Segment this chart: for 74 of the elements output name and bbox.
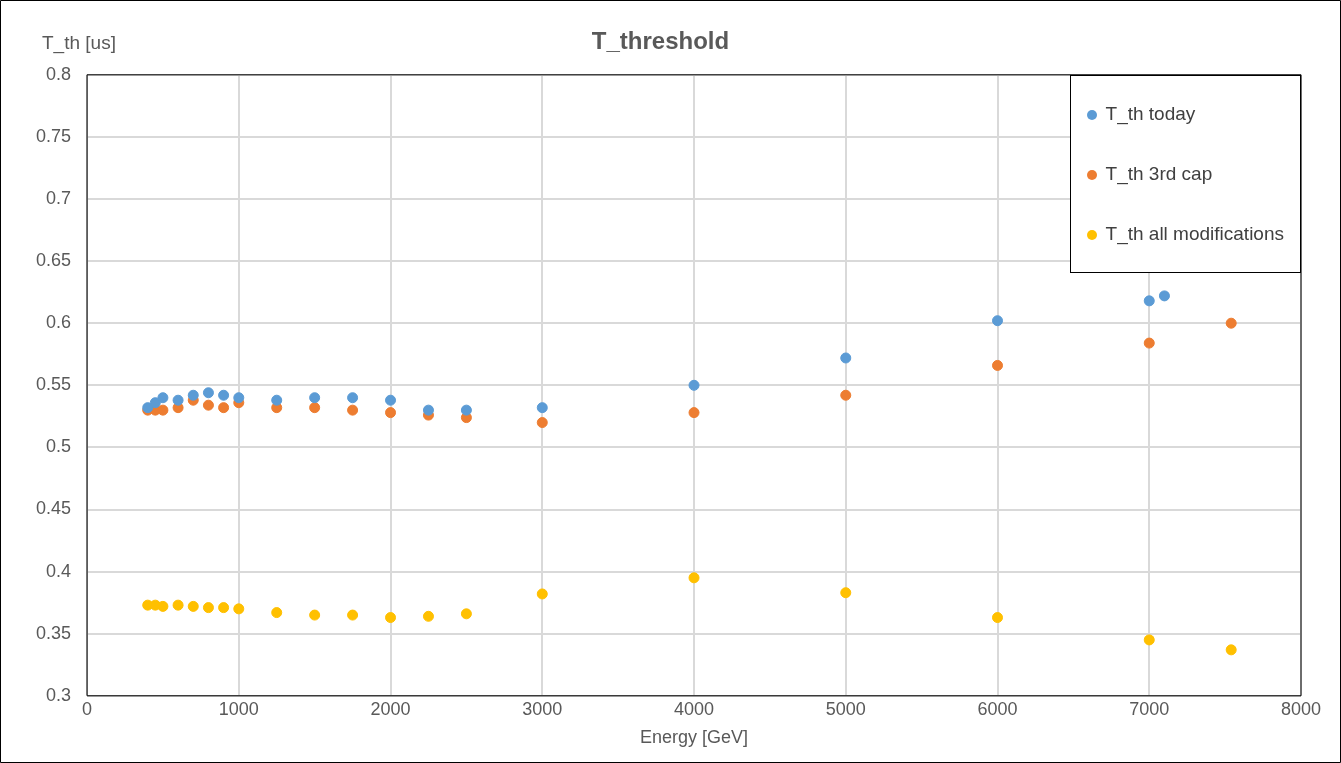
x-tick-label: 2000 xyxy=(370,698,411,719)
point xyxy=(688,407,700,419)
point xyxy=(271,607,283,619)
point xyxy=(202,387,214,399)
point xyxy=(309,609,321,621)
x-tick-label: 8000 xyxy=(1280,698,1322,719)
point xyxy=(385,394,397,406)
point xyxy=(149,397,161,409)
point xyxy=(992,359,1004,371)
point xyxy=(1143,634,1155,646)
y-tick-label: 0.75 xyxy=(35,125,72,146)
point xyxy=(347,609,359,621)
point xyxy=(536,588,548,600)
point xyxy=(1143,337,1155,349)
y-tick-label: 0.4 xyxy=(46,560,72,581)
point xyxy=(1158,290,1170,302)
y-tick-label: 0.5 xyxy=(46,436,72,457)
x-tick-label: 0 xyxy=(82,698,93,719)
legend-label: T_th today xyxy=(1104,101,1197,127)
x-tick-label: 5000 xyxy=(825,698,866,719)
point xyxy=(218,402,230,414)
point xyxy=(460,608,472,620)
point xyxy=(187,600,199,612)
point xyxy=(347,392,359,404)
point xyxy=(840,389,852,401)
point xyxy=(992,612,1004,624)
point xyxy=(536,402,548,414)
point xyxy=(422,404,434,416)
point xyxy=(218,602,230,614)
point xyxy=(172,599,184,611)
point xyxy=(172,394,184,406)
x-axis-title: Energy [GeV] xyxy=(639,727,749,748)
point xyxy=(157,392,169,404)
point xyxy=(422,610,434,622)
point xyxy=(309,392,321,404)
x-tick-label: 4000 xyxy=(673,698,715,719)
point xyxy=(187,389,199,401)
point xyxy=(536,417,548,429)
point xyxy=(157,600,169,612)
point xyxy=(688,572,700,584)
x-tick-label: 3000 xyxy=(522,698,563,719)
point xyxy=(1225,644,1237,656)
x-tick-label: 7000 xyxy=(1129,698,1170,719)
y-tick-label: 0.8 xyxy=(46,63,72,84)
chart-title: T_threshold xyxy=(591,27,730,55)
legend-label: T_th all modifications xyxy=(1104,221,1284,247)
point xyxy=(688,379,700,391)
point xyxy=(460,404,472,416)
y-tick-label: 0.7 xyxy=(46,187,72,208)
x-tick-label: 6000 xyxy=(977,698,1018,719)
point xyxy=(1225,317,1237,329)
y-tick-label: 0.45 xyxy=(35,498,72,519)
point xyxy=(202,602,214,614)
point xyxy=(840,587,852,599)
point xyxy=(218,389,230,401)
x-tick-label: 1000 xyxy=(218,698,259,719)
point xyxy=(840,352,852,364)
point xyxy=(202,399,214,411)
y-tick-label: 0.6 xyxy=(46,312,72,333)
point xyxy=(347,404,359,416)
point xyxy=(233,603,245,615)
legend-label: T_th 3rd cap xyxy=(1104,161,1214,187)
y-tick-label: 0.3 xyxy=(46,684,72,705)
point xyxy=(309,402,321,414)
point xyxy=(271,394,283,406)
y-axis-title: T_th [us] xyxy=(42,32,116,54)
point xyxy=(385,612,397,624)
point xyxy=(1143,295,1155,307)
y-tick-label: 0.65 xyxy=(35,250,72,271)
point xyxy=(992,315,1004,327)
y-tick-label: 0.55 xyxy=(35,374,72,395)
y-tick-label: 0.35 xyxy=(35,622,72,643)
point xyxy=(233,392,245,404)
point xyxy=(385,407,397,419)
